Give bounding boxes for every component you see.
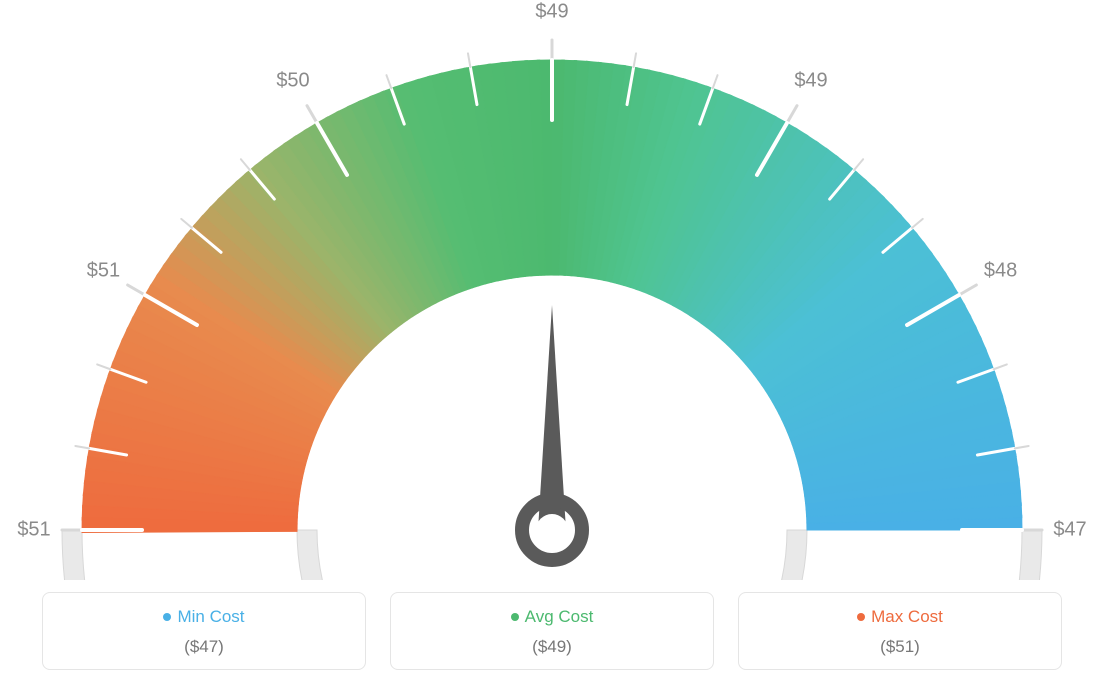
- legend-label-max: Max Cost: [871, 607, 943, 626]
- legend-dot-avg: [511, 613, 519, 621]
- gauge-tick-label: $48: [984, 260, 1017, 283]
- legend-title-max: Max Cost: [749, 607, 1051, 627]
- legend-title-min: Min Cost: [53, 607, 355, 627]
- legend-label-avg: Avg Cost: [525, 607, 594, 626]
- legend-card-min: Min Cost ($47): [42, 592, 366, 670]
- legend-value-max: ($51): [749, 637, 1051, 657]
- legend-label-min: Min Cost: [177, 607, 244, 626]
- gauge-tick-label: $51: [17, 519, 50, 542]
- gauge-svg: [0, 0, 1104, 580]
- legend-card-max: Max Cost ($51): [738, 592, 1062, 670]
- legend-title-avg: Avg Cost: [401, 607, 703, 627]
- legend-value-avg: ($49): [401, 637, 703, 657]
- gauge-tick-label: $51: [87, 260, 120, 283]
- legend-value-min: ($47): [53, 637, 355, 657]
- gauge-tick-label: $47: [1053, 519, 1086, 542]
- legend-card-avg: Avg Cost ($49): [390, 592, 714, 670]
- gauge-tick-label: $49: [794, 70, 827, 93]
- legend-dot-min: [163, 613, 171, 621]
- cost-gauge-chart: $47 $48 $49 $49 $50 $51 $51 Min Cost ($47) Avg…: [0, 0, 1104, 690]
- gauge-tick-label: $50: [276, 70, 309, 93]
- gauge-tick-label: $49: [535, 1, 568, 24]
- legend-row: Min Cost ($47) Avg Cost ($49) Max Cost (…: [42, 592, 1062, 670]
- gauge-area: $47 $48 $49 $49 $50 $51 $51: [0, 0, 1104, 580]
- legend-dot-max: [857, 613, 865, 621]
